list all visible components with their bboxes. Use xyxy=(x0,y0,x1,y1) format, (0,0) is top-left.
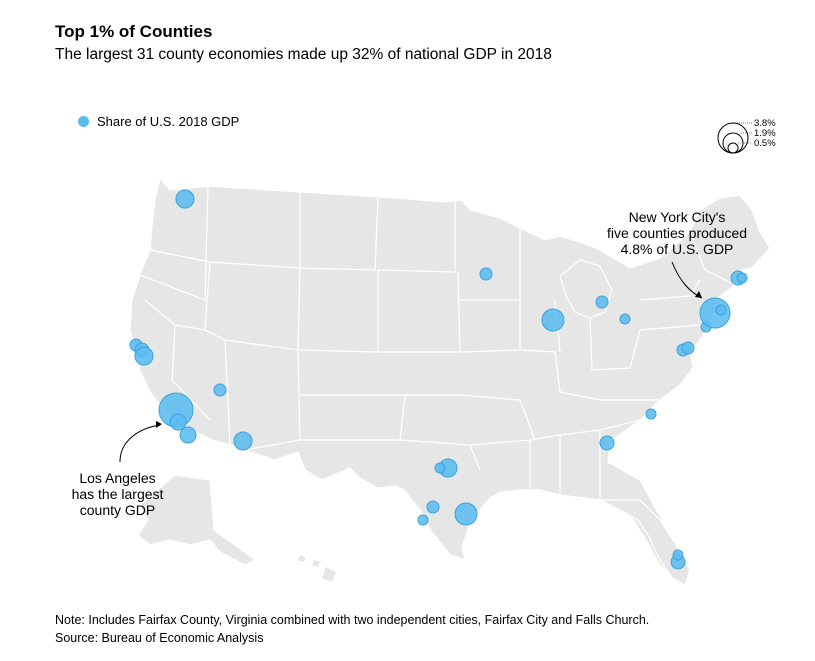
la-annotation-line-3: county GDP xyxy=(79,502,156,518)
bubble-cook-county xyxy=(541,308,565,332)
bubble-hennepin xyxy=(479,267,493,281)
bubble-orange-county xyxy=(169,413,187,431)
la-annotation-line-2: has the largest xyxy=(71,486,164,502)
bubble-tarrant xyxy=(434,462,446,474)
bubble-oakland xyxy=(595,295,609,309)
bubble-maricopa xyxy=(233,431,253,451)
alaska xyxy=(137,474,257,566)
legend-dot-icon xyxy=(78,116,89,127)
bubble-broward xyxy=(672,549,684,561)
hawaii-1 xyxy=(298,555,306,562)
nyc-annotation-line-2: five counties produced xyxy=(606,225,748,241)
hawaii-3 xyxy=(322,567,336,582)
legend-label: Share of U.S. 2018 GDP xyxy=(97,114,240,129)
florida xyxy=(599,499,691,586)
size-legend-large: 3.8% xyxy=(754,118,776,129)
bubble-clark-county xyxy=(213,383,227,397)
la-annotation-line-1: Los Angeles xyxy=(79,470,156,486)
color-legend: Share of U.S. 2018 GDP xyxy=(78,114,239,129)
footer-note: Note: Includes Fairfax County, Virginia … xyxy=(55,613,650,627)
size-legend: 3.8% 1.9% 0.5% xyxy=(717,118,776,154)
nyc-arrowhead-icon xyxy=(695,291,702,298)
nyc-annotation-line-1: New York City's xyxy=(628,209,726,225)
gdp-bubbles xyxy=(129,189,748,570)
bubble-mecklenburg xyxy=(645,408,657,420)
bubble-bexar xyxy=(417,514,429,526)
bubble-middlesex-ma xyxy=(736,272,748,284)
nyc-annotation-line-3: 4.8% of U.S. GDP xyxy=(620,241,734,257)
hawaii-2 xyxy=(312,560,320,567)
la-arrow xyxy=(119,424,161,463)
state-borders xyxy=(139,185,736,500)
bubble-harris xyxy=(454,502,478,526)
chart-subtitle: The largest 31 county economies made up … xyxy=(55,46,552,63)
la-arrowhead-icon xyxy=(156,421,162,428)
bubble-king-county xyxy=(175,189,195,209)
size-legend-small: 0.5% xyxy=(754,138,776,149)
bubble-travis xyxy=(426,500,440,514)
bubble-dc xyxy=(681,341,695,355)
nyc-annotation: New York City's five counties produced 4… xyxy=(597,209,757,257)
size-legend-medium: 1.9% xyxy=(754,128,776,139)
chart-title: Top 1% of Counties xyxy=(55,22,213,41)
bubble-cuyahoga xyxy=(619,313,631,325)
la-annotation: Los Angeles has the largest county GDP xyxy=(50,470,185,518)
bubble-fulton xyxy=(599,435,615,451)
bubble-san-diego xyxy=(179,426,197,444)
footer: Note: Includes Fairfax County, Virginia … xyxy=(55,611,649,647)
footer-source: Source: Bureau of Economic Analysis xyxy=(55,631,264,645)
bubble-santa-clara xyxy=(134,346,154,366)
bubble-nassau xyxy=(715,304,727,316)
